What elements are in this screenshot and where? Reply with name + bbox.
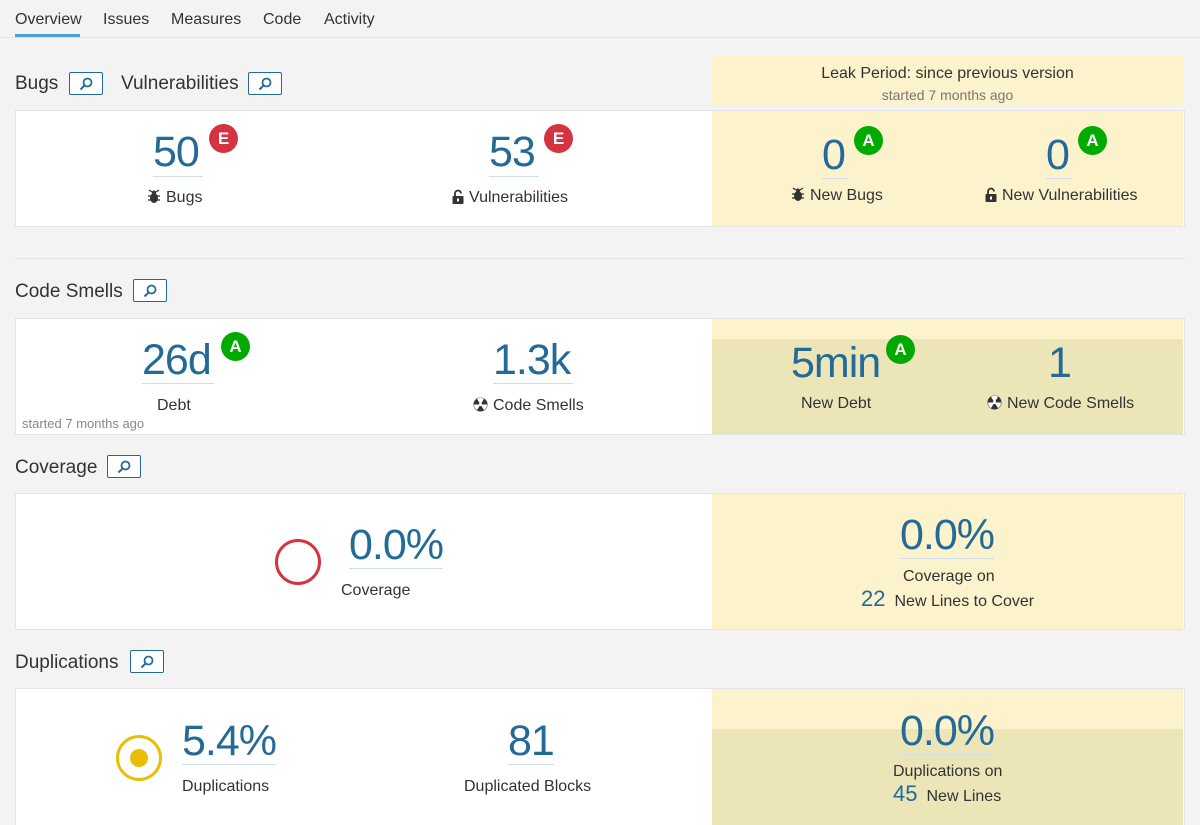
new-lines-to-cover-count[interactable]: 22 (861, 586, 886, 611)
new-bugs-value[interactable]: 0 (822, 131, 846, 179)
duplicated-blocks-value[interactable]: 81 (508, 717, 555, 765)
new-duplications-value-underline (900, 754, 994, 755)
vulnerabilities-rating-badge[interactable]: E (544, 124, 573, 153)
coverage-donut-icon (275, 539, 321, 585)
search-icon (143, 284, 157, 297)
new-duplication-lines-label: New Lines (926, 788, 1002, 805)
bugs-search-button[interactable] (69, 72, 103, 95)
new-code-smells-label: New Code Smells (987, 395, 1134, 413)
new-vulnerabilities-value-underline (1046, 178, 1072, 179)
duplications-value-underline (182, 764, 276, 765)
coverage-label: Coverage (341, 582, 411, 599)
search-icon (79, 77, 93, 90)
code-smells-value-underline (493, 383, 573, 384)
bugs-value[interactable]: 50 (153, 128, 200, 176)
new-vulnerabilities-rating-badge[interactable]: A (1078, 126, 1107, 155)
bugs-label: Bugs (147, 189, 202, 207)
vulnerabilities-value[interactable]: 53 (489, 128, 536, 176)
new-coverage-value-underline (900, 558, 994, 559)
leak-period-header: Leak Period: since previous version star… (712, 56, 1183, 105)
bugs-label-text: Bugs (166, 189, 203, 206)
code-smell-icon (473, 397, 488, 412)
duplications-search-button[interactable] (130, 650, 164, 673)
coverage-leak-column (712, 494, 1183, 629)
new-vulnerabilities-label-text: New Vulnerabilities (1002, 187, 1138, 204)
coverage-value-underline (349, 568, 443, 569)
code-smells-label-text: Code Smells (493, 397, 584, 414)
tab-measures[interactable]: Measures (171, 11, 242, 28)
duplicated-blocks-value-underline (508, 764, 554, 765)
new-coverage-label: Coverage on (903, 568, 995, 585)
new-debt-rating-badge[interactable]: A (886, 335, 915, 364)
new-debt-label: New Debt (801, 395, 872, 412)
active-tab-indicator (15, 34, 80, 37)
new-bugs-value-underline (822, 178, 848, 179)
vulnerabilities-section-title: Vulnerabilities (121, 73, 239, 94)
bugs-section-title: Bugs (15, 73, 59, 94)
duplications-label: Duplications (182, 778, 270, 795)
tab-activity[interactable]: Activity (324, 11, 375, 28)
coverage-value[interactable]: 0.0% (349, 521, 444, 569)
search-icon (258, 77, 272, 90)
search-icon (117, 460, 131, 473)
duplications-leak-top (712, 689, 1183, 729)
search-icon (140, 655, 154, 668)
leak-period-started: started 7 months ago (881, 87, 1014, 103)
vulnerabilities-label-text: Vulnerabilities (469, 189, 569, 206)
nav-tabs: Overview Issues Measures Code Activity (0, 0, 1200, 38)
bugs-rating-badge[interactable]: E (209, 124, 238, 153)
new-code-smells-label-text: New Code Smells (1007, 395, 1135, 412)
code-smells-search-button[interactable] (133, 279, 167, 302)
code-smells-leak-column (712, 339, 1183, 434)
code-smells-section-title: Code Smells (15, 281, 123, 302)
debt-started-note: started 7 months ago (22, 416, 145, 431)
new-vulnerabilities-value[interactable]: 0 (1046, 131, 1070, 179)
code-smells-label: Code Smells (473, 397, 584, 415)
lock-icon (985, 187, 997, 202)
code-smells-value[interactable]: 1.3k (493, 336, 571, 384)
duplications-bubble-icon (116, 735, 162, 781)
lock-icon (452, 189, 464, 204)
new-lines-to-cover-label: New Lines to Cover (894, 593, 1035, 610)
new-debt-value[interactable]: 5min (791, 339, 881, 387)
bug-icon (792, 187, 804, 201)
coverage-section-title: Coverage (15, 457, 98, 478)
leak-period-title: Leak Period: since previous version (821, 65, 1074, 82)
tab-issues[interactable]: Issues (103, 11, 150, 28)
new-bugs-label: New Bugs (791, 187, 883, 205)
coverage-search-button[interactable] (107, 455, 141, 478)
bug-icon (148, 189, 160, 203)
vulnerabilities-label: Vulnerabilities (452, 189, 568, 207)
new-bugs-rating-badge[interactable]: A (854, 126, 883, 155)
new-duplication-lines-count[interactable]: 45 (893, 781, 918, 806)
new-duplication-lines: 45 New Lines (893, 781, 1001, 807)
debt-label: Debt (157, 397, 191, 414)
debt-value-underline (142, 383, 214, 384)
new-vulnerabilities-label: New Vulnerabilities (985, 187, 1137, 205)
new-duplications-label: Duplications on (893, 763, 1003, 780)
duplications-section-title: Duplications (15, 652, 119, 673)
new-bugs-label-text: New Bugs (810, 187, 883, 204)
code-smells-leak-top (712, 319, 1183, 339)
bugs-value-underline (153, 176, 203, 177)
tab-overview[interactable]: Overview (15, 11, 82, 28)
reliability-leak-column (712, 111, 1183, 226)
duplicated-blocks-label: Duplicated Blocks (464, 778, 592, 795)
tab-code[interactable]: Code (263, 11, 302, 28)
new-duplications-value[interactable]: 0.0% (900, 707, 995, 755)
code-smell-icon (987, 395, 1002, 410)
new-lines-to-cover: 22 New Lines to Cover (861, 586, 1034, 612)
section-divider (15, 258, 1185, 259)
new-coverage-value[interactable]: 0.0% (900, 511, 995, 559)
new-code-smells-value[interactable]: 1 (1048, 339, 1072, 387)
vulnerabilities-value-underline (489, 176, 539, 177)
vulnerabilities-search-button[interactable] (248, 72, 282, 95)
duplications-value[interactable]: 5.4% (182, 717, 277, 765)
duplications-leak-column (712, 729, 1183, 825)
debt-value[interactable]: 26d (142, 336, 212, 384)
debt-rating-badge[interactable]: A (221, 332, 250, 361)
